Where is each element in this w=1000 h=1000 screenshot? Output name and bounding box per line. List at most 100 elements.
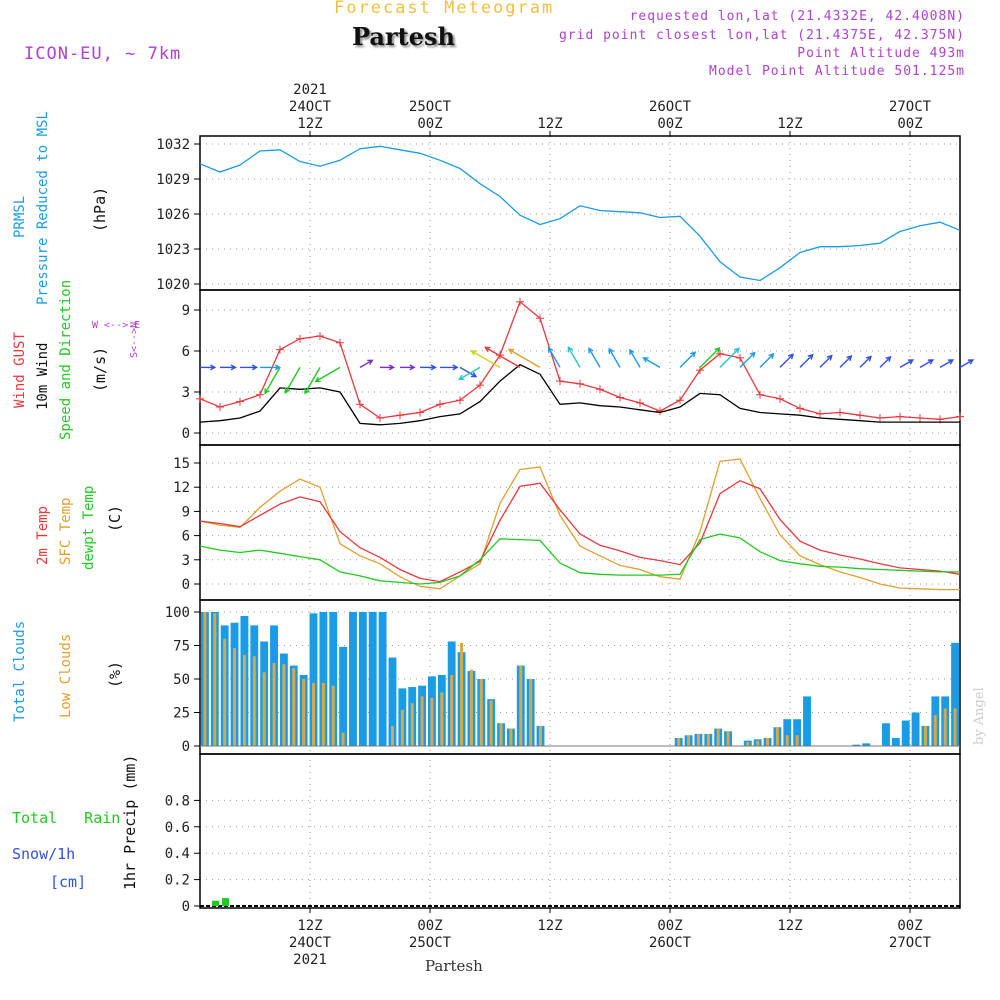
footer-location: Partesh xyxy=(425,957,483,975)
wind-arrow-head xyxy=(484,346,491,353)
wind-arrow xyxy=(839,355,852,368)
low-cloud-bar xyxy=(766,737,770,746)
low-cloud-bar xyxy=(233,648,237,746)
snow-label: Snow/1h xyxy=(12,845,76,863)
wind-arrow-head xyxy=(907,359,915,365)
y-tick-label: 0.2 xyxy=(165,873,190,889)
location-title: Partesh xyxy=(352,22,455,51)
wind-arrow-head xyxy=(264,388,270,395)
low-cloud-bar xyxy=(489,700,493,746)
top-time-label: 00Z xyxy=(897,116,922,132)
wind-arrow-head xyxy=(967,359,975,365)
low-cloud-bar xyxy=(400,709,404,746)
pressure-line xyxy=(199,145,961,282)
y-tick-label: 6 xyxy=(182,529,190,545)
total-cloud-bar xyxy=(319,612,328,746)
wind-arrow xyxy=(779,353,794,368)
bottom-time-label: 12Z xyxy=(297,918,322,934)
wind-arrow xyxy=(264,367,281,394)
wind-arrow-head xyxy=(733,347,740,354)
wind-arrow xyxy=(459,366,481,380)
wind-arrow-head xyxy=(251,364,259,371)
bottom-time-label: 00Z xyxy=(417,918,442,934)
wind-arrow xyxy=(284,367,301,394)
wind-arrow xyxy=(548,347,561,368)
low-cloud-bar xyxy=(469,669,473,746)
wind-arrow-head xyxy=(470,350,477,356)
low-cloud-bar xyxy=(529,679,533,746)
top-time-label: 12Z xyxy=(777,116,802,132)
y-tick-label: 3 xyxy=(182,385,190,401)
panel-frame xyxy=(199,444,961,601)
total-cloud-bar xyxy=(388,657,397,746)
grid-coords: grid point closest lon,lat (21.4375E, 42… xyxy=(558,28,965,43)
y-tick-label: 0.4 xyxy=(165,846,190,862)
total-cloud-bar xyxy=(368,612,377,746)
y-tick-label: 9 xyxy=(182,504,190,520)
wind-arrow-head xyxy=(314,376,321,383)
wind-arrow-head xyxy=(210,364,217,371)
total-cloud-bar xyxy=(339,646,348,746)
wind-arrow xyxy=(919,359,934,369)
wind-arrow-head xyxy=(768,352,775,359)
total-cloud-bar xyxy=(852,744,861,746)
wind-arrow xyxy=(719,347,740,368)
point-altitude: Point Altitude 493m xyxy=(797,46,965,61)
y-tick-label: 0 xyxy=(182,426,190,442)
model-label: ICON-EU, ~ 7km xyxy=(24,44,182,64)
low-cloud-bar xyxy=(726,731,730,746)
dewpt-line xyxy=(199,533,960,585)
low-cloud-bar xyxy=(756,740,760,746)
low-cloud-bar xyxy=(746,741,750,746)
low-cloud-bar xyxy=(242,654,246,746)
panel-frame xyxy=(199,289,961,446)
wind-arrow xyxy=(939,359,954,369)
low-cloud-bar xyxy=(213,613,217,746)
wind-arrow xyxy=(629,349,641,368)
total-cloud-bar xyxy=(891,737,900,746)
wind-arrow xyxy=(799,354,814,368)
y-tick-label: 9 xyxy=(182,303,190,319)
top-time-label: 27OCT xyxy=(889,99,932,115)
top-time-label: 12Z xyxy=(537,116,562,132)
bottom-time-label: 12Z xyxy=(537,918,562,934)
y-tick-label: 3 xyxy=(182,553,190,569)
top-time-label: 00Z xyxy=(417,116,442,132)
total-cloud-bar xyxy=(862,743,871,746)
wind-arrow-head xyxy=(885,355,892,362)
low-cloud-bar xyxy=(716,728,720,746)
low-cloud-bar xyxy=(450,674,454,746)
y-tick-label: 0 xyxy=(182,577,190,593)
bottom-time-label: 26OCT xyxy=(649,935,692,951)
total-cloud-bar xyxy=(349,612,357,746)
total-cloud-bar xyxy=(329,612,338,746)
wind-arrow-head xyxy=(304,388,310,395)
wind-arrow xyxy=(879,356,891,368)
total-cloud-bar xyxy=(882,723,890,746)
wind-arrow xyxy=(315,366,341,383)
low-cloud-bar xyxy=(420,696,424,746)
wind-arrow-head xyxy=(507,348,515,355)
wind-arrow-head xyxy=(458,374,465,381)
low-cloud-bar xyxy=(499,723,503,746)
low-cloud-bar xyxy=(282,664,286,746)
snow-unit-label: [cm] xyxy=(50,873,87,891)
low-cloud-bar xyxy=(390,725,394,746)
y-tick-label: 1020 xyxy=(156,277,190,293)
wind-arrow xyxy=(485,346,521,369)
low-cloud-bar xyxy=(321,683,325,746)
wind-arrow-head xyxy=(846,355,853,362)
low-cloud-bar xyxy=(509,728,513,746)
wind-arrow-head xyxy=(608,347,614,354)
model-altitude: Model Point Altitude 501.125m xyxy=(709,64,965,79)
total-cloud-bar xyxy=(783,719,792,746)
low-cloud-bar xyxy=(785,735,789,746)
low-cloud-bar xyxy=(430,697,434,746)
wind-arrow xyxy=(959,359,974,369)
wind-arrow-head xyxy=(788,353,795,360)
wind-arrow-head xyxy=(547,346,554,353)
wind-arrow-head xyxy=(947,359,955,365)
wind-arrow-head xyxy=(470,371,478,378)
low-cloud-bar xyxy=(677,737,681,746)
top-time-label: 2021 xyxy=(293,82,327,98)
